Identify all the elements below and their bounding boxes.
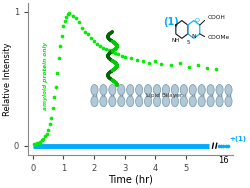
Point: [35, 142, 39, 145]
Point: [34, 143, 38, 146]
Point: [147, 61, 151, 64]
Point: [129, 57, 133, 60]
Point: [83, 30, 87, 33]
Point: [120, 54, 124, 57]
Point: [58, 45, 62, 48]
Text: 16: 16: [218, 156, 228, 165]
Text: amyloid protein only: amyloid protein only: [43, 42, 48, 110]
Point: [214, 68, 218, 71]
Point: [178, 61, 182, 64]
Point: [222, 144, 226, 147]
Point: [70, 14, 74, 17]
Point: [49, 116, 53, 119]
Point: [196, 64, 200, 67]
Point: [68, 11, 71, 14]
Point: [122, 56, 126, 59]
Point: [60, 34, 64, 37]
Point: [114, 52, 117, 55]
Point: [32, 143, 36, 146]
X-axis label: Time (hr): Time (hr): [108, 174, 153, 185]
Point: [110, 50, 114, 53]
Point: [63, 19, 67, 22]
Point: [107, 49, 111, 52]
Point: [42, 137, 46, 140]
Point: [219, 144, 223, 147]
Point: [54, 85, 58, 88]
Point: [55, 72, 59, 75]
Point: [40, 139, 44, 142]
Point: [135, 58, 139, 61]
Point: [168, 64, 172, 67]
Point: [64, 15, 68, 18]
Y-axis label: Relative Intensity: Relative Intensity: [4, 42, 13, 116]
Point: [51, 107, 55, 110]
Point: [217, 144, 221, 147]
Point: [66, 13, 70, 16]
Point: [205, 66, 209, 69]
Point: [98, 45, 102, 48]
Point: [44, 132, 48, 135]
Point: [43, 135, 47, 138]
Point: [224, 144, 228, 147]
Point: [101, 46, 105, 49]
Point: [92, 39, 96, 42]
Point: [141, 60, 145, 63]
Point: [74, 17, 78, 20]
Point: [52, 96, 56, 99]
Point: [80, 26, 84, 29]
Point: [48, 123, 52, 126]
Text: +(1): +(1): [229, 136, 246, 142]
Point: [38, 140, 42, 143]
Point: [57, 57, 61, 60]
Point: [116, 53, 120, 56]
Point: [46, 128, 50, 131]
Point: [61, 25, 65, 28]
Point: [89, 37, 93, 40]
Point: [86, 33, 90, 36]
Point: [153, 60, 157, 63]
Point: [37, 142, 41, 145]
Point: [95, 42, 99, 45]
Point: [104, 48, 108, 51]
Point: [187, 65, 191, 68]
Point: [159, 62, 163, 65]
Point: [77, 21, 81, 24]
Point: [226, 144, 230, 147]
